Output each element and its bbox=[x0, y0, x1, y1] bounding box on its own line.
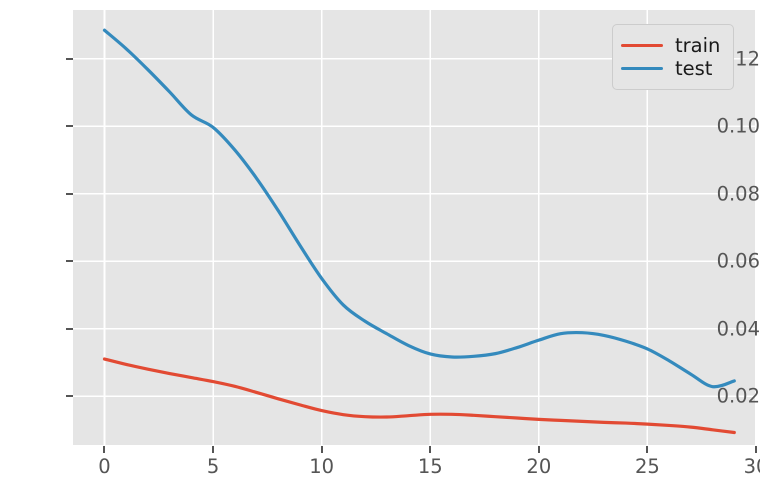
x-tick-mark bbox=[537, 446, 540, 453]
legend-item-label: train bbox=[675, 33, 721, 57]
chart-legend[interactable]: train test bbox=[612, 24, 734, 90]
x-tick-label: 5 bbox=[206, 455, 220, 478]
x-tick-mark bbox=[429, 446, 432, 453]
y-tick-mark bbox=[66, 395, 73, 398]
series-line-test bbox=[102, 28, 736, 389]
legend-line-swatch bbox=[621, 66, 663, 71]
x-tick-label: 15 bbox=[417, 455, 443, 478]
y-tick-label: 0.06 bbox=[716, 249, 760, 273]
legend-line-swatch bbox=[621, 43, 663, 48]
series-layer bbox=[102, 28, 736, 435]
x-tick-mark bbox=[103, 446, 106, 453]
y-tick-mark bbox=[66, 192, 73, 195]
x-tick-label: 30 bbox=[743, 455, 760, 478]
x-tick-label: 25 bbox=[634, 455, 660, 478]
x-tick-mark bbox=[646, 446, 649, 453]
y-tick-label: 0.10 bbox=[716, 114, 760, 138]
y-tick-label: 0.08 bbox=[716, 182, 760, 206]
series-line-train bbox=[102, 357, 736, 435]
x-tick-label: 0 bbox=[98, 455, 111, 478]
x-tick-mark bbox=[320, 446, 323, 453]
y-tick-mark bbox=[66, 125, 73, 128]
legend-item-label: test bbox=[675, 56, 713, 80]
y-tick-mark bbox=[66, 260, 73, 263]
grid-layer bbox=[73, 10, 756, 445]
x-tick-mark bbox=[755, 446, 757, 453]
y-tick-label: 0.02 bbox=[716, 384, 760, 408]
y-tick-mark bbox=[66, 327, 73, 330]
y-tick-label: 0.04 bbox=[716, 317, 760, 341]
y-tick-mark bbox=[66, 57, 73, 60]
x-tick-label: 10 bbox=[309, 455, 335, 478]
legend-item-test[interactable]: test bbox=[621, 57, 723, 80]
x-tick-label: 20 bbox=[526, 455, 552, 478]
legend-item-train[interactable]: train bbox=[621, 34, 723, 57]
x-tick-mark bbox=[212, 446, 215, 453]
